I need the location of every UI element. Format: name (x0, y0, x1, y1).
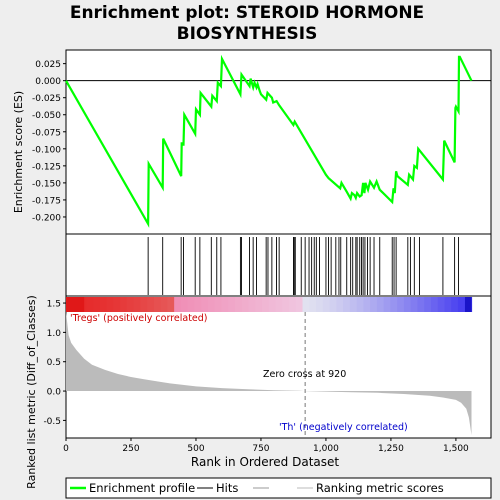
metric-y-tick-label: 0.0 (47, 388, 62, 398)
es-y-tick-label: -0.100 (32, 145, 61, 155)
color-bar-segment (295, 297, 304, 312)
legend-box (65, 477, 492, 499)
color-bar-segment (289, 297, 297, 312)
legend-label: Hits (216, 481, 238, 495)
color-bar-segment (241, 297, 250, 312)
color-bar-segment (376, 297, 385, 312)
color-bar-segment (221, 297, 229, 312)
enrichment-profile-line (65, 54, 473, 228)
es-y-tick-label: 0.000 (35, 77, 61, 87)
es-y-tick-label: 0.025 (35, 60, 61, 70)
es-y-tick-label: -0.175 (32, 196, 61, 206)
color-bar-segment (322, 297, 331, 312)
color-bar-segment (207, 297, 216, 312)
color-bar-segment (66, 297, 85, 312)
color-bar-segment (430, 297, 439, 312)
color-bar-segment (465, 297, 472, 312)
color-bar-segment (120, 297, 128, 312)
color-bar-segment (180, 297, 189, 312)
color-bar-segment (194, 297, 202, 312)
es-y-tick-label: -0.200 (32, 213, 61, 223)
positive-class-label: 'Tregs' (positively correlated) (70, 313, 208, 324)
metric-panel (65, 295, 492, 439)
color-bar-segment (153, 297, 162, 312)
color-bar-segment (268, 297, 277, 312)
color-bar-segment (228, 297, 236, 312)
metric-y-tick-label: -0.5 (43, 417, 61, 427)
color-bar-segment (309, 297, 317, 312)
color-bar-segment (99, 297, 108, 312)
color-bar-segment (451, 297, 459, 312)
color-bar-segment (160, 297, 168, 312)
color-bar-segment (187, 297, 196, 312)
es-axis-label: Enrichment score (ES) (12, 91, 25, 213)
color-bar-segment (444, 297, 452, 312)
es-y-tick-label: -0.025 (32, 94, 61, 104)
color-bar-segment (349, 297, 358, 312)
color-bar-segment (457, 297, 466, 312)
x-tick-label: 1,000 (313, 444, 339, 454)
color-bar-segment (397, 297, 405, 312)
x-tick-label: 500 (187, 444, 204, 454)
color-bar-segment (140, 297, 148, 312)
chart-title-line-2: BIOSYNTHESIS (177, 24, 318, 44)
color-bar-segment (417, 297, 425, 312)
color-bar-segment (343, 297, 351, 312)
color-bar-segment (167, 297, 175, 312)
color-bar-segment (174, 297, 182, 312)
chart-title-line-1: Enrichment plot: STEROID HORMONE (70, 3, 424, 23)
es-y-tick-label: -0.075 (32, 128, 61, 138)
negative-class-label: 'Th' (negatively correlated) (279, 422, 408, 433)
x-tick-label: 250 (122, 444, 139, 454)
color-bar-segment (363, 297, 371, 312)
zero-cross-label: Zero cross at 920 (263, 369, 346, 380)
color-bar-segment (133, 297, 141, 312)
color-bar-segment (126, 297, 135, 312)
color-bar-segment (113, 297, 121, 312)
color-bar-segment (424, 297, 432, 312)
x-axis-label: Rank in Ordered Dataset (191, 455, 339, 469)
color-bar-segment (234, 297, 243, 312)
color-bar-segment (147, 297, 155, 312)
metric-axis-label: Ranked list metric (Diff_of_Classes) (25, 295, 38, 489)
metric-y-tick-label: 1.5 (47, 300, 61, 310)
es-y-tick-label: -0.125 (32, 162, 61, 172)
legend-label: Enrichment profile (89, 481, 195, 495)
color-bar-segment (282, 297, 290, 312)
metric-y-tick-label: 0.5 (47, 358, 61, 368)
metric-y-tick-label: 1.0 (47, 329, 62, 339)
es-y-tick-label: -0.050 (32, 111, 61, 121)
es-panel (65, 49, 492, 235)
color-bar-segment (93, 297, 101, 312)
color-bar-segment (390, 297, 398, 312)
color-bar-segment (410, 297, 419, 312)
legend-label: Ranking metric scores (316, 481, 444, 495)
color-bar-segment (214, 297, 223, 312)
color-bar-segment (316, 297, 324, 312)
x-tick-label: 1,500 (443, 444, 469, 454)
color-bar-segment (336, 297, 344, 312)
x-tick-label: 750 (252, 444, 269, 454)
color-bar-segment (383, 297, 392, 312)
hits-panel (65, 233, 492, 297)
color-bar-segment (86, 297, 94, 312)
color-bar-segment (356, 297, 364, 312)
color-bar-segment (255, 297, 263, 312)
color-bar-segment (248, 297, 256, 312)
color-bar-segment (302, 297, 310, 312)
color-bar-segment (261, 297, 270, 312)
color-bar-segment (370, 297, 378, 312)
es-y-tick-label: -0.150 (32, 179, 61, 189)
color-bar-segment (329, 297, 337, 312)
color-bar-segment (106, 297, 114, 312)
color-bar-segment (403, 297, 412, 312)
color-bar-segment (275, 297, 283, 312)
x-tick-label: 0 (63, 444, 69, 454)
color-bar-segment (201, 297, 209, 312)
x-tick-label: 1,250 (378, 444, 404, 454)
color-bar-segment (437, 297, 446, 312)
